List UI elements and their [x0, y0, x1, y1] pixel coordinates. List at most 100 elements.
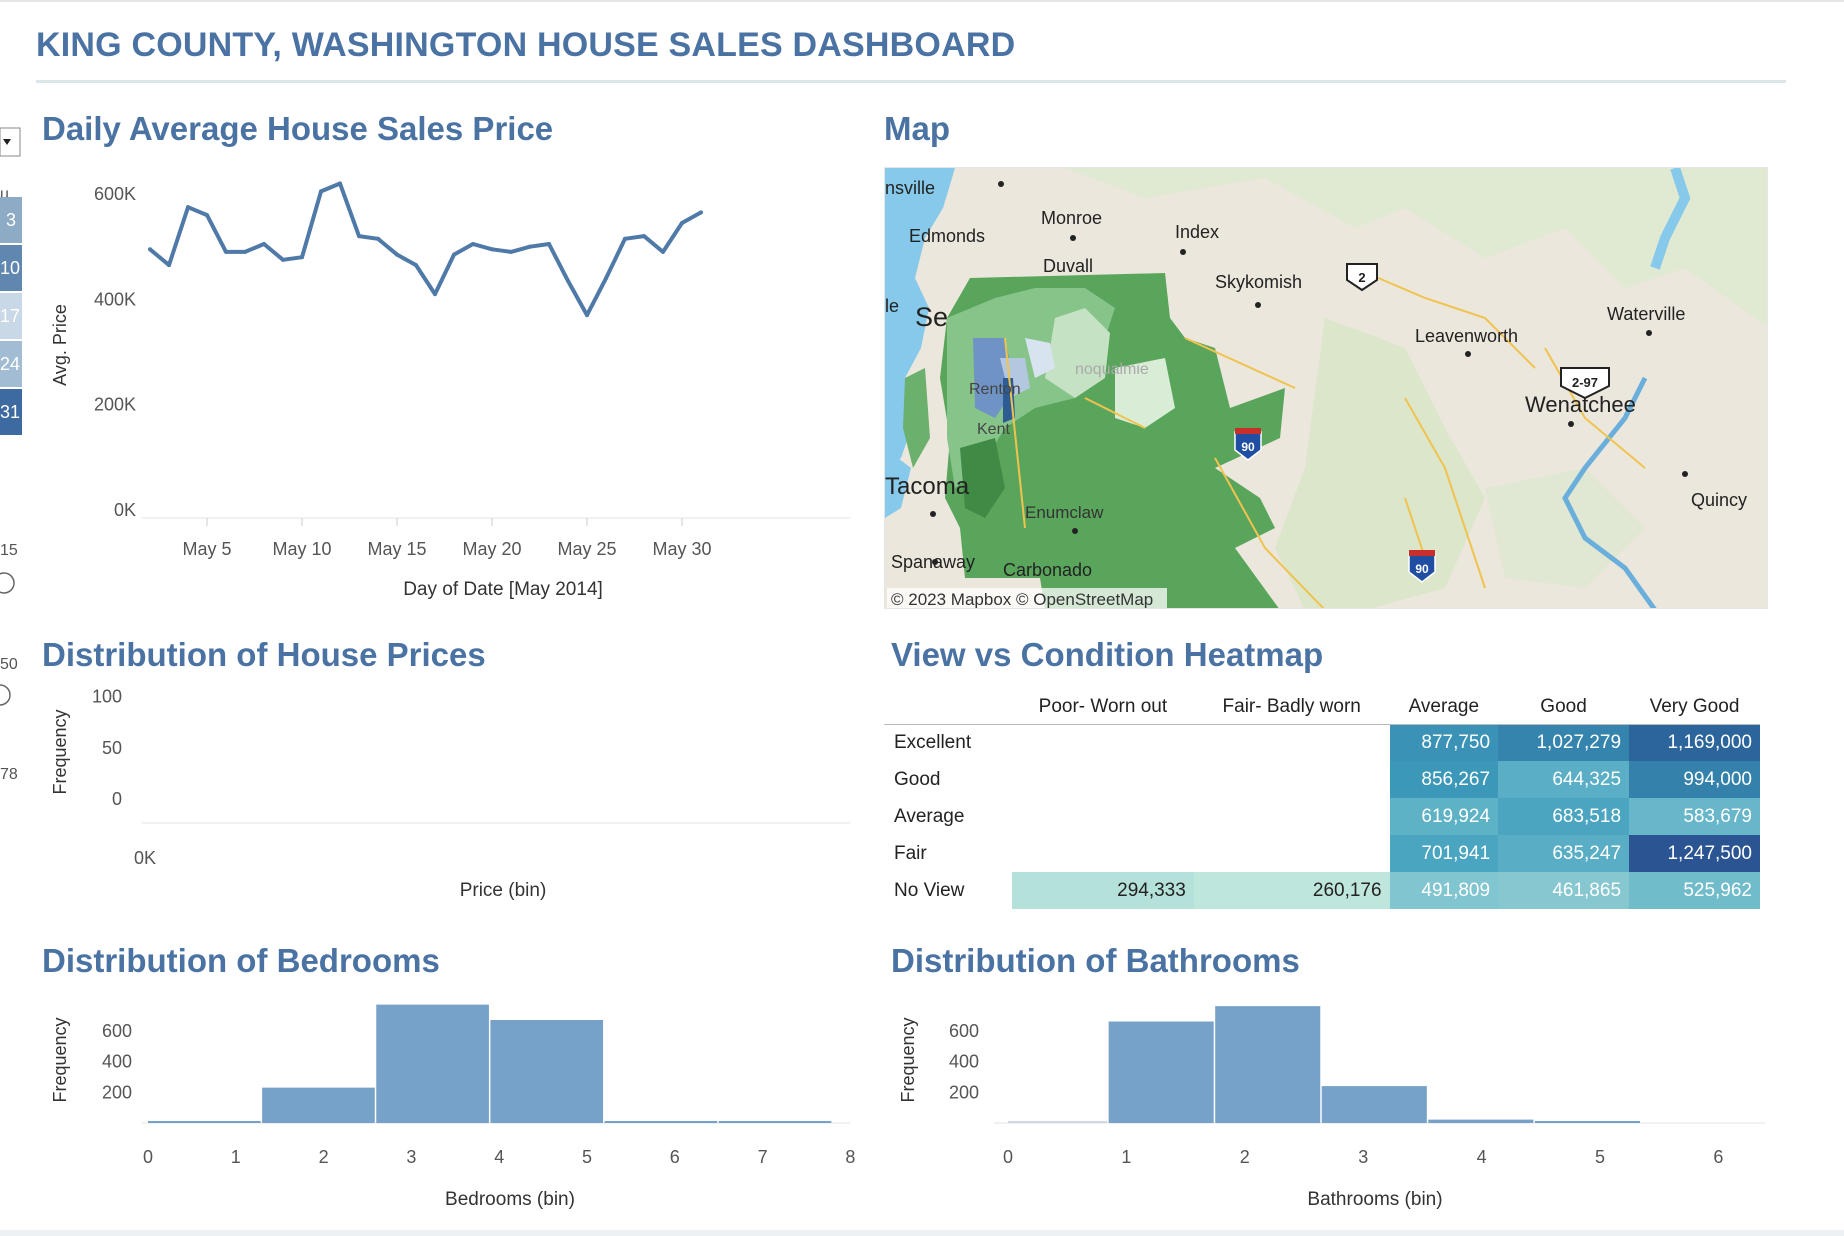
histogram-bar[interactable]: [262, 1087, 375, 1123]
histogram-bar[interactable]: [148, 1121, 261, 1123]
heatmap-cell[interactable]: 260,176: [1193, 872, 1390, 909]
line-point[interactable]: [585, 313, 589, 318]
place-tacoma: Tacoma: [885, 473, 970, 500]
bottom-border: [0, 1230, 1844, 1236]
x-tick-label: May 25: [557, 539, 616, 559]
heatmap-cell[interactable]: [1193, 835, 1390, 872]
heatmap-cell[interactable]: 461,865: [1498, 872, 1630, 909]
line-point[interactable]: [186, 205, 190, 210]
highway-shield-2-97: 2-97: [1560, 367, 1610, 400]
line-point[interactable]: [566, 278, 570, 283]
col-header-very-good: Very Good: [1649, 695, 1740, 717]
heatmap-cell[interactable]: [1012, 835, 1194, 872]
heatmap-cell[interactable]: 491,809: [1389, 872, 1499, 909]
histogram-bar[interactable]: [604, 1121, 718, 1123]
line-point[interactable]: [167, 263, 171, 268]
line-point[interactable]: [319, 189, 323, 194]
svg-text:2-97: 2-97: [1572, 375, 1598, 390]
heatmap-cell[interactable]: 635,247: [1498, 835, 1630, 872]
filter-dropdown[interactable]: [0, 127, 21, 157]
histogram-bar[interactable]: [1215, 1006, 1321, 1123]
map-zip-group-kent[interactable]: [960, 438, 1005, 518]
heatmap-cell[interactable]: [1012, 798, 1194, 835]
line-point[interactable]: [395, 252, 399, 257]
line-point[interactable]: [547, 242, 551, 247]
map-canvas[interactable]: nsville Monroe Edmonds Index Duvall Skyk…: [885, 168, 1768, 609]
place-snoqualmie: noqualmie: [1075, 361, 1149, 378]
histogram-bar[interactable]: [1108, 1021, 1214, 1123]
line-point[interactable]: [528, 244, 532, 249]
heatmap-cell[interactable]: 856,267: [1389, 761, 1499, 798]
price-line-series[interactable]: [148, 181, 702, 318]
heatmap-cell[interactable]: 644,325: [1498, 761, 1630, 798]
slider-handle-1[interactable]: [0, 572, 15, 594]
histogram-bar[interactable]: [376, 1004, 489, 1123]
map-zip-group-snoqualmie[interactable]: [1115, 358, 1175, 428]
line-point[interactable]: [243, 249, 247, 254]
slider-handle-2[interactable]: [0, 684, 11, 706]
line-point[interactable]: [300, 255, 304, 260]
heatmap-cell[interactable]: [1193, 761, 1390, 798]
line-point[interactable]: [148, 247, 152, 252]
map-attribution[interactable]: © 2023 Mapbox © OpenStreetMap: [891, 590, 1153, 609]
heatmap-cell[interactable]: [1193, 723, 1390, 761]
legend-cell[interactable]: 3: [0, 197, 22, 243]
map-panel[interactable]: nsville Monroe Edmonds Index Duvall Skyk…: [884, 167, 1768, 609]
bathrooms-histogram-title: Distribution of Bathrooms: [891, 942, 1300, 979]
heatmap-row: Average 619,924 683,518 583,679: [884, 798, 1760, 835]
map-roads: [1004, 267, 1646, 589]
line-point[interactable]: [205, 213, 209, 218]
heatmap-cell[interactable]: 683,518: [1498, 798, 1630, 835]
heatmap-cell[interactable]: [1012, 761, 1194, 798]
heatmap-cell[interactable]: [1012, 723, 1194, 761]
histogram-bar[interactable]: [490, 1019, 604, 1123]
line-point[interactable]: [642, 234, 646, 239]
line-point[interactable]: [680, 220, 684, 225]
histogram-bar[interactable]: [1428, 1119, 1534, 1123]
line-point[interactable]: [338, 181, 342, 186]
heatmap-cell[interactable]: 1,027,279: [1498, 723, 1630, 761]
line-point[interactable]: [376, 236, 380, 241]
histogram-bar[interactable]: [1321, 1086, 1427, 1123]
map-highway: [1214, 457, 1426, 608]
legend-cell[interactable]: 24: [0, 341, 22, 387]
histogram-bar[interactable]: [1008, 1121, 1108, 1123]
vashon-island[interactable]: [903, 368, 930, 468]
line-point[interactable]: [414, 263, 418, 268]
heatmap-cell[interactable]: 294,333: [1012, 872, 1194, 909]
line-point[interactable]: [623, 236, 627, 241]
line-point[interactable]: [699, 210, 703, 215]
line-point[interactable]: [452, 252, 456, 257]
heatmap-cell[interactable]: 1,169,000: [1629, 723, 1760, 761]
line-point[interactable]: [357, 234, 361, 239]
histogram-bar[interactable]: [1534, 1121, 1640, 1123]
line-point[interactable]: [433, 292, 437, 297]
line-point[interactable]: [224, 249, 228, 254]
map-zip-group-central[interactable]: [1045, 308, 1110, 398]
legend-cell[interactable]: 17: [0, 293, 22, 339]
heatmap-cell[interactable]: 994,000: [1629, 761, 1760, 798]
heatmap-cell[interactable]: 1,247,500: [1629, 835, 1760, 872]
line-point[interactable]: [604, 276, 608, 281]
line-point[interactable]: [490, 247, 494, 252]
heatmap-cell[interactable]: 525,962: [1629, 872, 1760, 909]
marker-quincy: [1682, 471, 1688, 477]
heatmap-cell[interactable]: 701,941: [1389, 835, 1499, 872]
histogram-bar[interactable]: [718, 1121, 832, 1123]
line-point[interactable]: [281, 257, 285, 262]
heatmap-cell[interactable]: 583,679: [1629, 798, 1760, 835]
line-point[interactable]: [509, 249, 513, 254]
heatmap-row: Good 856,267 644,325 994,000: [884, 761, 1760, 798]
line-point[interactable]: [661, 249, 665, 254]
heatmap-cell[interactable]: 877,750: [1389, 723, 1499, 761]
legend-cell[interactable]: 31: [0, 389, 22, 435]
line-point[interactable]: [262, 242, 266, 247]
heatmap-cell[interactable]: [1193, 798, 1390, 835]
y-tick-label: 400: [949, 1052, 979, 1072]
map-zip-group-redmond[interactable]: [1025, 338, 1055, 378]
heatmap-row: No View 294,333 260,176 491,809 461,865 525,9…: [884, 872, 1760, 909]
legend-cell[interactable]: 10: [0, 245, 22, 291]
heatmap-cell[interactable]: 619,924: [1389, 798, 1499, 835]
line-point[interactable]: [471, 242, 475, 247]
x-tick-label: May 30: [652, 539, 711, 559]
